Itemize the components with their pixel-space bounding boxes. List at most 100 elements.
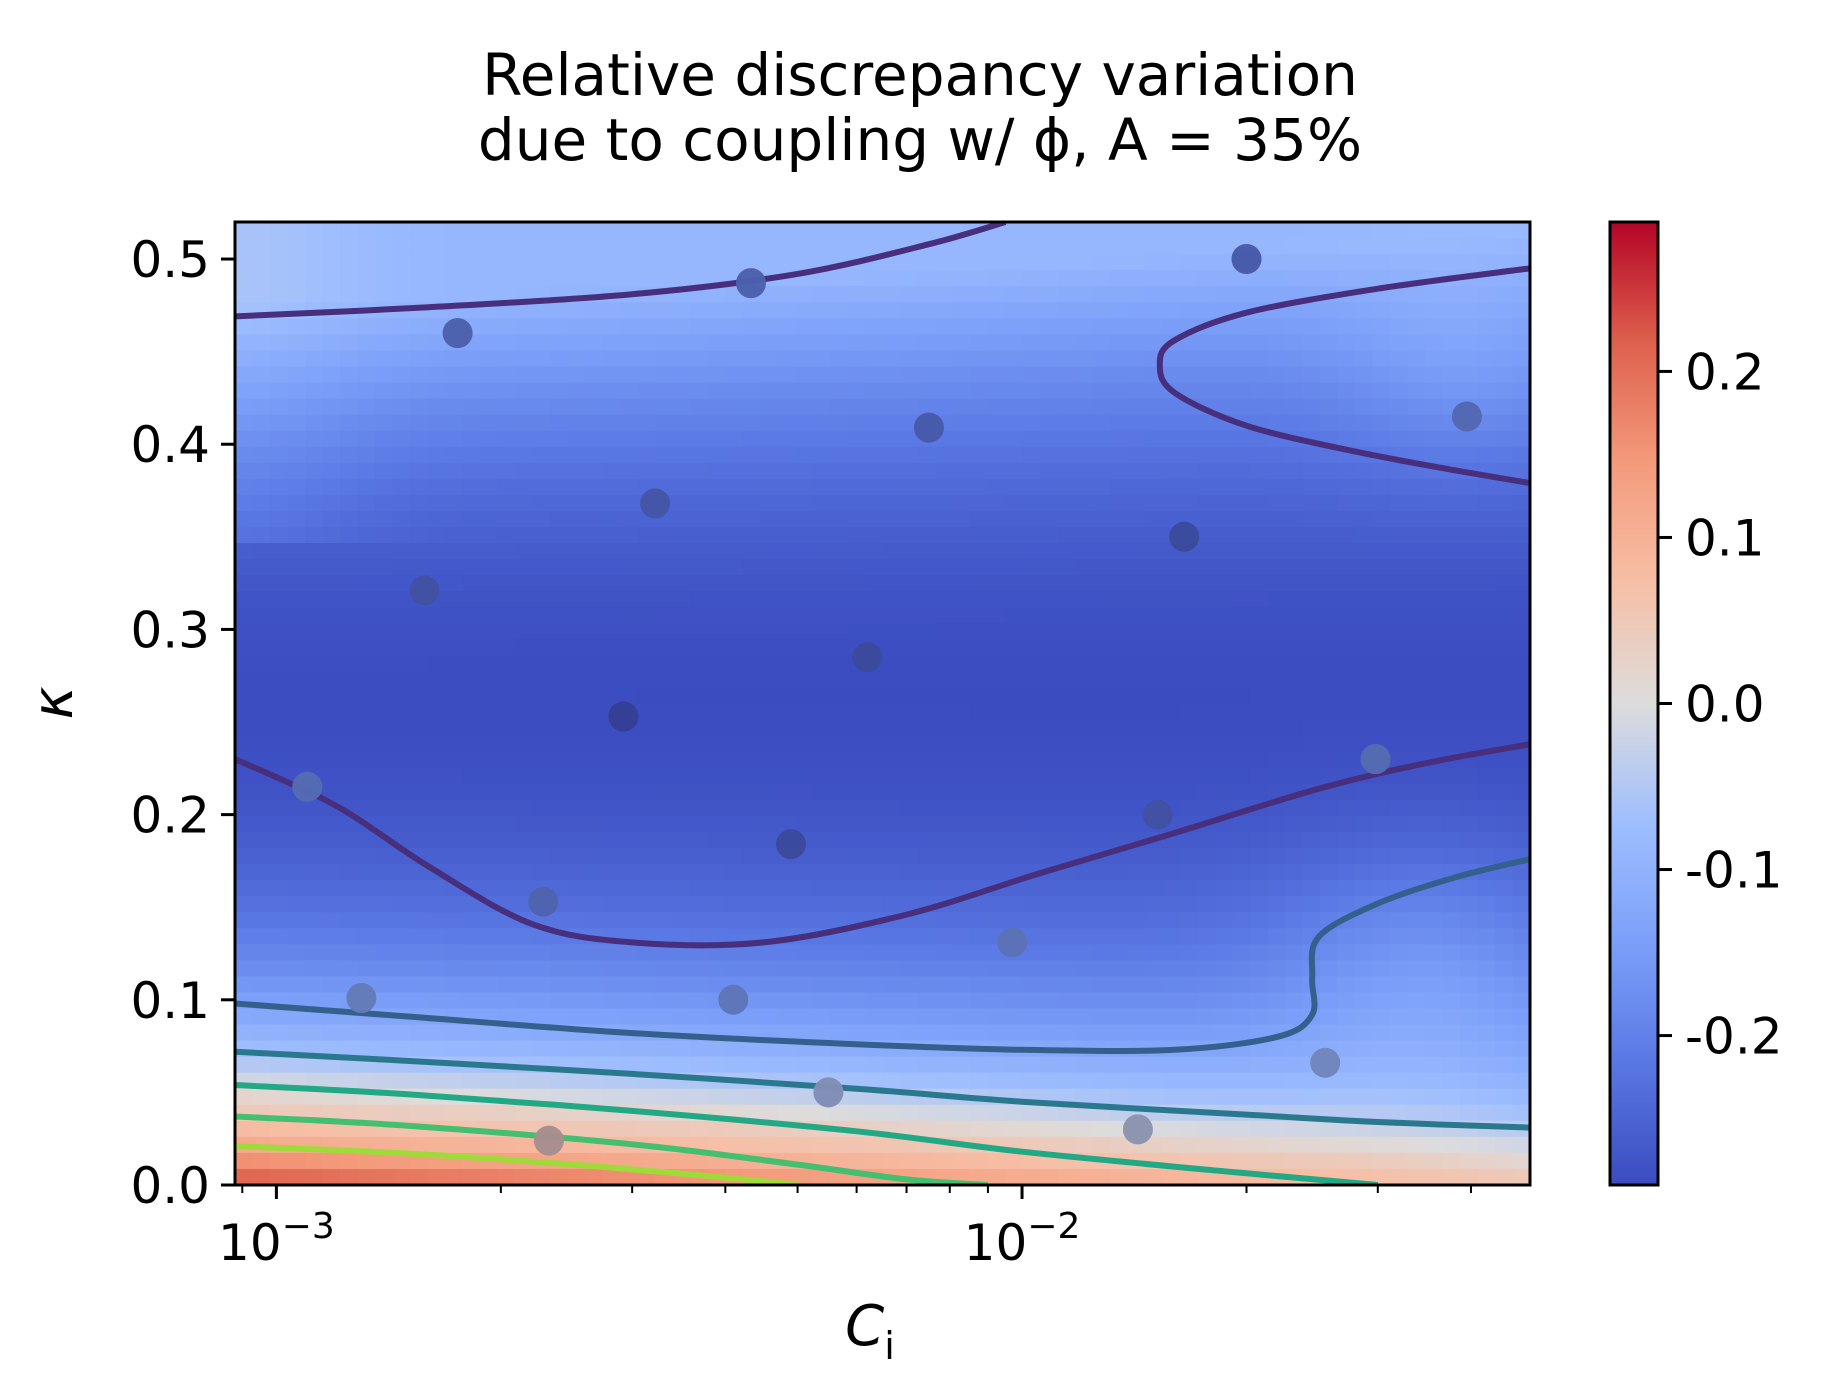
heat-cell bbox=[1442, 623, 1461, 641]
heat-cell bbox=[1197, 302, 1216, 320]
heat-cell bbox=[1512, 559, 1530, 576]
heat-cell bbox=[1215, 992, 1234, 1010]
heat-cell bbox=[497, 478, 516, 496]
heat-cell bbox=[392, 1104, 411, 1122]
heat-cell bbox=[1495, 896, 1514, 913]
heat-cell bbox=[357, 847, 376, 865]
heat-cell bbox=[270, 703, 289, 721]
heat-cell bbox=[725, 1056, 744, 1074]
heat-cell bbox=[620, 831, 639, 849]
heat-cell bbox=[1250, 607, 1269, 625]
heat-cell bbox=[392, 751, 411, 769]
heat-cell bbox=[1022, 799, 1041, 817]
heat-cell bbox=[1180, 864, 1199, 881]
heat-cell bbox=[1372, 719, 1391, 737]
heat-cell bbox=[1127, 1008, 1146, 1026]
heat-cell bbox=[707, 912, 726, 929]
heat-cell bbox=[620, 494, 639, 512]
heat-cell bbox=[952, 446, 971, 464]
heat-cell bbox=[1022, 398, 1041, 416]
heat-cell bbox=[305, 655, 324, 673]
heat-cell bbox=[882, 944, 901, 962]
heat-cell bbox=[1372, 864, 1391, 881]
heat-cell bbox=[427, 607, 446, 625]
heat-cell bbox=[270, 350, 289, 368]
heat-cell bbox=[1145, 751, 1164, 769]
heat-cell bbox=[952, 302, 971, 320]
y-tick-label: 0.4 bbox=[130, 416, 210, 474]
heat-cell bbox=[480, 880, 499, 897]
heat-cell bbox=[812, 783, 831, 801]
heat-cell bbox=[1512, 831, 1530, 849]
heat-cell bbox=[970, 815, 989, 833]
heat-cell bbox=[1040, 510, 1059, 528]
heat-cell bbox=[532, 510, 551, 528]
heat-cell bbox=[305, 526, 324, 544]
heat-cell bbox=[480, 767, 499, 785]
heat-cell bbox=[742, 334, 761, 352]
heat-cell bbox=[1162, 719, 1181, 737]
heat-cell bbox=[1127, 751, 1146, 769]
heat-cell bbox=[357, 687, 376, 705]
heat-cell bbox=[935, 687, 954, 705]
heat-cell bbox=[322, 767, 341, 785]
heat-cell bbox=[1215, 847, 1234, 865]
heat-cell bbox=[1057, 767, 1076, 785]
heat-cell bbox=[777, 543, 796, 560]
heat-cell bbox=[1145, 270, 1164, 287]
heat-cell bbox=[865, 864, 884, 881]
heat-cell bbox=[742, 735, 761, 753]
sample-point bbox=[718, 984, 749, 1015]
heat-cell bbox=[1092, 751, 1111, 769]
heat-cell bbox=[1460, 334, 1479, 352]
heat-cell bbox=[1477, 478, 1496, 496]
heat-cell bbox=[777, 687, 796, 705]
heat-cell bbox=[1372, 960, 1391, 978]
heat-cell bbox=[322, 960, 341, 978]
heat-cell bbox=[357, 238, 376, 255]
heat-cell bbox=[1372, 703, 1391, 721]
heat-cell bbox=[830, 831, 849, 849]
heat-cell bbox=[812, 1104, 831, 1122]
heat-cell bbox=[357, 799, 376, 817]
heat-cell bbox=[637, 639, 656, 657]
heat-cell bbox=[935, 398, 954, 416]
sample-point bbox=[528, 886, 559, 917]
heat-cell bbox=[935, 334, 954, 352]
heat-cell bbox=[1337, 318, 1356, 336]
heat-cell bbox=[1180, 751, 1199, 769]
heat-cell bbox=[900, 302, 919, 320]
heat-cell bbox=[1425, 912, 1444, 929]
heat-cell bbox=[340, 286, 359, 304]
heat-cell bbox=[1162, 478, 1181, 496]
heat-cell bbox=[1407, 478, 1426, 496]
heat-cell bbox=[1180, 607, 1199, 625]
heat-cell bbox=[760, 575, 779, 592]
heat-cell bbox=[567, 880, 586, 897]
heat-cell bbox=[620, 847, 639, 865]
heat-cell bbox=[707, 430, 726, 448]
heat-cell bbox=[1512, 1040, 1530, 1058]
heat-cell bbox=[357, 623, 376, 641]
heat-cell bbox=[882, 414, 901, 432]
heat-cell bbox=[742, 398, 761, 416]
heat-cell bbox=[287, 462, 306, 480]
heat-cell bbox=[1495, 238, 1514, 255]
heat-cell bbox=[340, 831, 359, 849]
heat-cell bbox=[340, 526, 359, 544]
heat-cell bbox=[725, 896, 744, 913]
heat-cell bbox=[742, 912, 761, 929]
heat-cell bbox=[1477, 815, 1496, 833]
heat-cell bbox=[1477, 1072, 1496, 1090]
heat-cell bbox=[620, 799, 639, 817]
heat-cell bbox=[725, 719, 744, 737]
heat-cell bbox=[1390, 286, 1409, 304]
heat-cell bbox=[1005, 478, 1024, 496]
heat-cell bbox=[270, 976, 289, 994]
heat-cell bbox=[322, 559, 341, 576]
heat-cell bbox=[1162, 1056, 1181, 1074]
heat-cell bbox=[1372, 655, 1391, 673]
sample-point bbox=[640, 488, 671, 519]
heat-cell bbox=[795, 912, 814, 929]
heat-cell bbox=[917, 992, 936, 1010]
